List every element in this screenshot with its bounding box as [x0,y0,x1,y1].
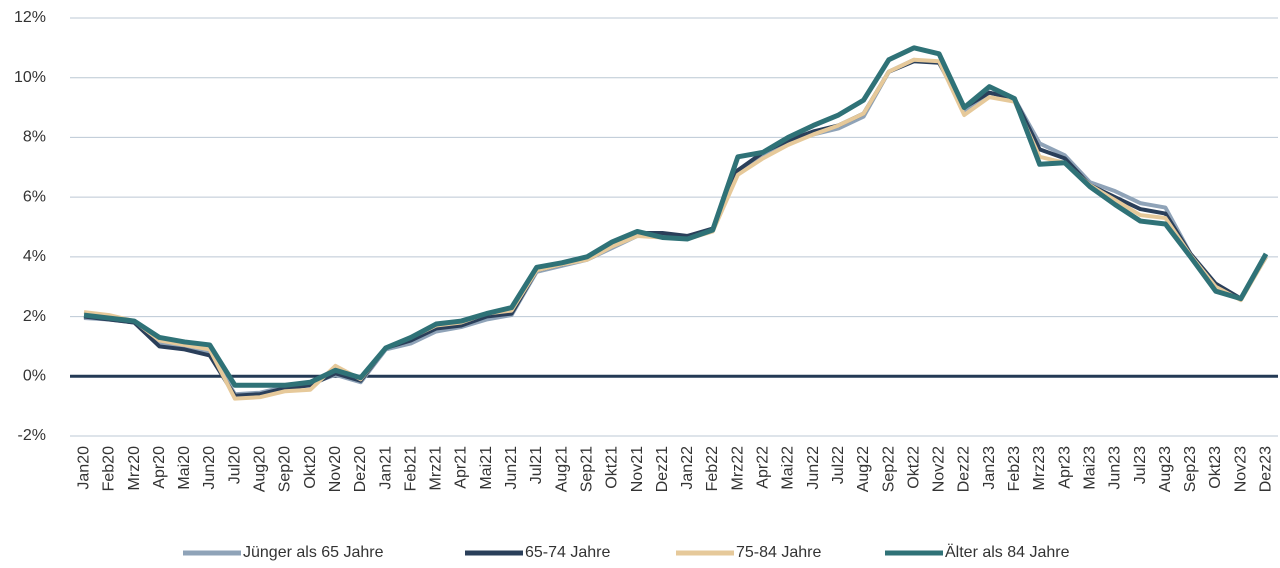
x-tick-label: Jan22 [679,446,696,490]
x-tick-label: Mrz22 [729,446,746,491]
x-tick-label: Aug21 [553,446,570,492]
x-tick-label: Jul22 [830,446,847,484]
y-tick-label: 12% [14,9,46,26]
x-tick-label: Okt23 [1207,446,1224,489]
series-line [83,45,1269,388]
x-tick-label: Mrz21 [428,446,445,491]
x-tick-label: Nov22 [931,446,948,492]
y-tick-label: 2% [23,308,46,325]
x-tick-label: Sep22 [880,446,897,492]
x-tick-label: Dez23 [1258,446,1275,492]
y-tick-label: 10% [14,69,46,86]
y-tick-label: 0% [23,368,46,385]
x-tick-label: Jun21 [503,446,520,490]
x-tick-label: Apr21 [453,446,470,489]
x-tick-label: Jul21 [528,446,545,484]
x-tick-label: Feb21 [402,446,419,491]
x-tick-label: Mai22 [780,446,797,490]
x-tick-label: Jan20 [76,446,93,490]
x-tick-label: Jul20 [226,446,243,484]
x-tick-label: Jun20 [201,446,218,490]
x-tick-label: Jun22 [805,446,822,490]
series-line [83,57,1268,397]
x-tick-label: Feb22 [704,446,721,491]
x-tick-label: Aug23 [1157,446,1174,492]
x-tick-label: Aug20 [252,446,269,492]
x-tick-label: Dez22 [956,446,973,492]
y-tick-label: 6% [23,188,46,205]
x-tick-label: Nov21 [629,446,646,492]
legend-label: Jünger als 65 Jahre [243,544,384,561]
x-tick-label: Jun23 [1107,446,1124,490]
x-tick-label: Feb20 [101,446,118,491]
x-tick-label: Nov20 [327,446,344,492]
y-tick-label: -2% [18,427,46,444]
x-tick-label: Okt22 [905,446,922,489]
series-line [83,57,1268,401]
x-tick-label: Mai20 [176,446,193,490]
x-tick-label: Sep20 [277,446,294,492]
x-tick-label: Feb23 [1006,446,1023,491]
y-tick-label: 8% [23,129,46,146]
x-tick-label: Mrz20 [126,446,143,491]
x-tick-label: Sep21 [578,446,595,492]
x-tick-label: Sep23 [1182,446,1199,492]
legend-label: 75-84 Jahre [736,544,821,561]
x-tick-label: Dez21 [654,446,671,492]
legend-label: 65-74 Jahre [525,544,610,561]
x-tick-label: Mrz23 [1031,446,1048,491]
x-tick-label: Apr20 [151,446,168,489]
y-tick-label: 4% [23,248,46,265]
x-tick-label: Dez20 [352,446,369,492]
x-tick-label: Jul23 [1132,446,1149,484]
x-tick-label: Apr23 [1056,446,1073,489]
x-tick-label: Okt20 [302,446,319,489]
x-tick-label: Apr22 [755,446,772,489]
x-tick-label: Mai23 [1081,446,1098,490]
series-line [83,59,1268,398]
x-tick-label: Jan23 [981,446,998,490]
x-tick-label: Mai21 [478,446,495,490]
legend-label: Älter als 84 Jahre [945,543,1070,561]
x-tick-label: Okt21 [604,446,621,489]
x-tick-label: Jan21 [377,446,394,490]
x-tick-label: Nov23 [1232,446,1249,492]
x-tick-label: Aug22 [855,446,872,492]
